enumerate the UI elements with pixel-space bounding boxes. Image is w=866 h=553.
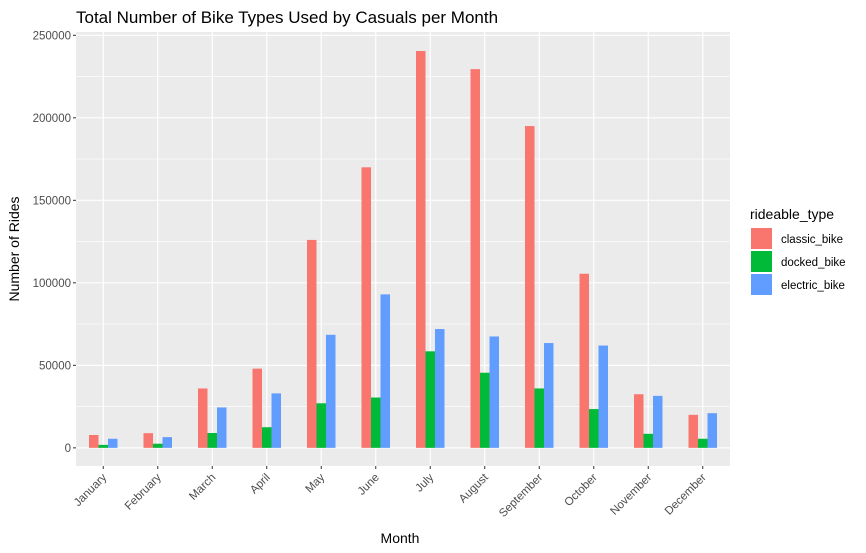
y-axis-title: Number of Rides — [6, 196, 22, 301]
bars — [89, 50, 717, 448]
bar-docked_bike-march — [207, 432, 217, 448]
y-tick-label: 150000 — [33, 195, 71, 207]
bar-electric_bike-november — [653, 395, 663, 448]
y-tick-label: 0 — [65, 443, 71, 455]
bar-electric_bike-july — [435, 329, 445, 448]
y-tick-label: 200000 — [33, 113, 71, 125]
x-tick-label: September — [497, 472, 545, 520]
bar-classic_bike-january — [89, 434, 99, 448]
x-tick-label: July — [413, 471, 436, 494]
x-tick-label: June — [356, 472, 382, 498]
bar-docked_bike-october — [589, 409, 599, 448]
bar-classic_bike-october — [579, 273, 589, 448]
bar-electric_bike-april — [271, 393, 281, 448]
legend-key-docked_bike — [751, 251, 772, 272]
y-tick-label: 250000 — [33, 30, 71, 42]
legend: rideable_type classic_bike docked_bikeele… — [750, 206, 846, 295]
x-tick-label: January — [72, 471, 110, 509]
legend-title: rideable_type — [750, 206, 834, 222]
plot-panel — [76, 32, 730, 466]
bar-docked_bike-december — [698, 438, 708, 448]
bar-classic_bike-december — [688, 414, 698, 448]
x-tick-label: April — [248, 472, 273, 497]
bar-electric_bike-march — [217, 407, 227, 448]
chart-title: Total Number of Bike Types Used by Casua… — [76, 8, 498, 27]
bar-docked_bike-august — [480, 372, 490, 448]
bar-docked_bike-january — [98, 444, 108, 448]
x-tick-label: May — [304, 471, 328, 495]
bar-classic_bike-june — [361, 167, 371, 448]
y-tick-label: 50000 — [39, 360, 71, 372]
legend-label-docked_bike: docked_bike — [781, 257, 846, 269]
bar-electric_bike-december — [707, 413, 717, 448]
bar-docked_bike-june — [371, 397, 381, 448]
legend-label-classic_bike: classic_bike — [781, 234, 843, 246]
grid-lines — [76, 32, 730, 466]
x-tick-label: November — [608, 472, 654, 518]
legend-label-electric_bike: electric_bike — [781, 280, 845, 292]
bar-docked_bike-september — [534, 388, 544, 448]
bar-docked_bike-february — [153, 443, 163, 448]
bar-classic_bike-march — [198, 388, 208, 448]
bar-electric_bike-october — [598, 345, 608, 448]
bar-docked_bike-november — [643, 433, 653, 448]
bar-electric_bike-january — [108, 438, 118, 448]
bar-classic_bike-may — [307, 239, 317, 448]
y-axis: 0 50000 100000 150000 200000 250000 — [33, 30, 76, 455]
bar-electric_bike-june — [380, 294, 390, 448]
legend-key-classic_bike — [751, 228, 772, 249]
x-axis-title: Month — [381, 530, 420, 546]
bar-electric_bike-february — [162, 437, 172, 448]
x-tick-label: February — [123, 471, 164, 512]
y-tick-label: 100000 — [33, 278, 71, 290]
x-tick-label: March — [187, 472, 218, 503]
bar-classic_bike-february — [143, 433, 153, 448]
x-tick-label: October — [562, 472, 600, 510]
bar-electric_bike-may — [326, 334, 336, 448]
bar-classic_bike-august — [470, 69, 480, 448]
bar-classic_bike-july — [416, 50, 426, 448]
bar-electric_bike-august — [489, 336, 499, 448]
x-tick-label: August — [457, 471, 491, 505]
bar-docked_bike-july — [425, 351, 435, 448]
bar-classic_bike-september — [525, 126, 535, 448]
bar-docked_bike-april — [262, 427, 272, 448]
x-tick-label: December — [663, 472, 709, 518]
x-axis: January February March April May June July Augu… — [72, 466, 709, 520]
bar-classic_bike-april — [252, 368, 262, 448]
bar-docked_bike-may — [316, 403, 326, 448]
bar-electric_bike-september — [544, 343, 554, 448]
bar-classic_bike-november — [634, 394, 644, 448]
legend-key-electric_bike — [751, 274, 772, 295]
